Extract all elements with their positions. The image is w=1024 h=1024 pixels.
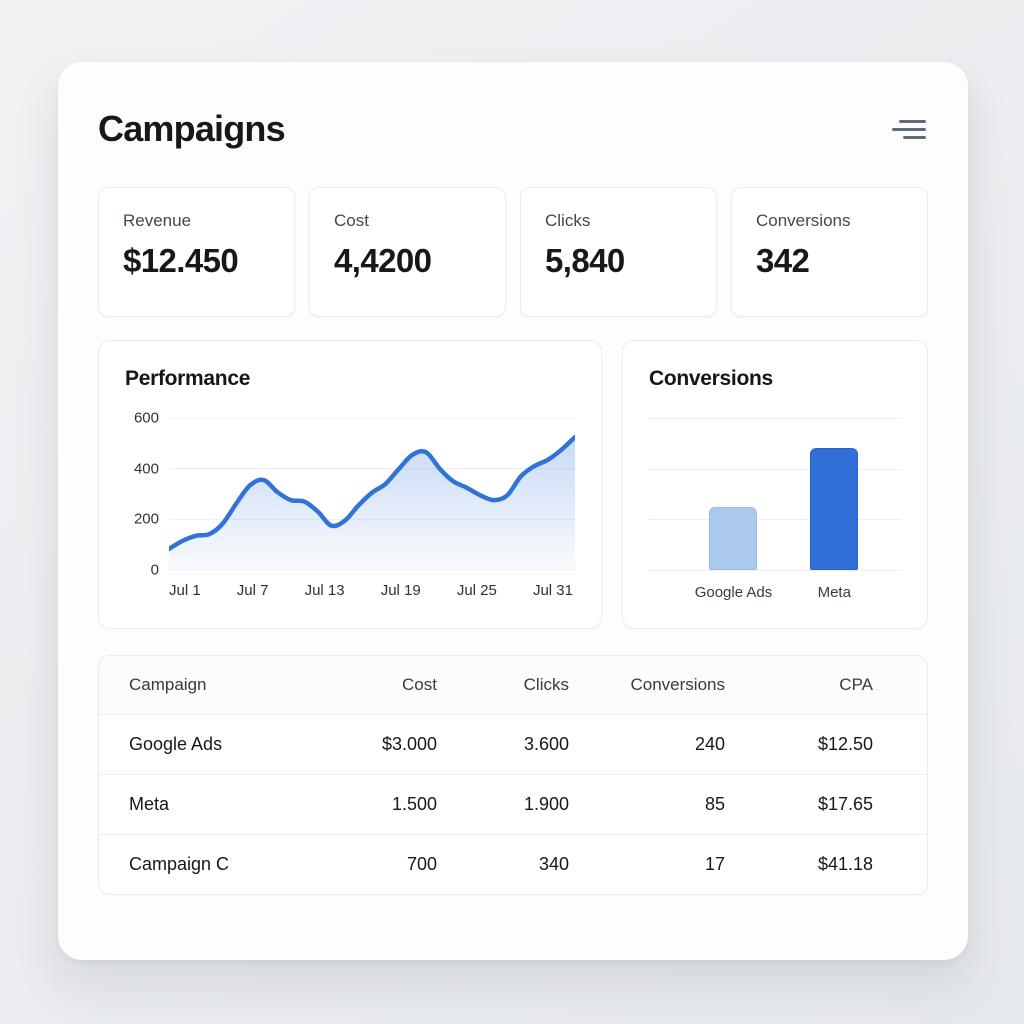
performance-y-axis: 600 400 200 0 (125, 410, 159, 579)
table-cell: 17 (704, 853, 725, 874)
x-tick-label: Jul 7 (236, 582, 269, 599)
table-row: Meta 1.500 1.900 85 $17.65 (99, 774, 927, 835)
stats-row: Revenue $12.450 Cost 4,4200 Clicks 5,840… (98, 187, 928, 317)
header: Campaigns (58, 62, 968, 150)
stat-label: Cost (334, 211, 369, 230)
conversions-x-axis: Google Ads Meta (649, 584, 901, 604)
stat-value: 342 (756, 242, 810, 279)
stat-card-cost: Cost 4,4200 (309, 187, 506, 317)
table-cell: 1.500 (349, 774, 437, 835)
table-cell: Meta (99, 774, 349, 835)
bar-google-ads (709, 506, 758, 570)
x-tick-label: Jul 1 (169, 582, 201, 599)
conversions-bar-chart (649, 418, 901, 571)
bar-label-google-ads: Google Ads (694, 584, 773, 601)
y-tick-label: 200 (133, 510, 159, 528)
column-header-campaign: Campaign (99, 656, 349, 715)
gridline (649, 519, 901, 521)
table-cell: Campaign C (129, 853, 230, 874)
x-tick-label: Jul 13 (304, 582, 345, 599)
performance-chart-title: Performance (125, 367, 251, 390)
gridline (649, 418, 901, 419)
y-tick-label: 400 (133, 460, 159, 478)
table-header-row: Campaign Cost Clicks Conversions CPA (99, 656, 927, 715)
stat-label: Clicks (545, 211, 591, 230)
stat-card-conversions: Conversions 342 (731, 187, 928, 317)
stat-card-clicks: Clicks 5,840 (520, 187, 717, 317)
stat-value: 4,4200 (334, 242, 432, 279)
table-cell: $41.18 (817, 853, 873, 874)
x-tick-label: Jul 31 (532, 582, 573, 599)
gridline (649, 468, 901, 470)
table-cell: 1.900 (437, 774, 569, 835)
table-cell: $3.000 (349, 714, 437, 775)
page-title: Campaigns (98, 108, 286, 149)
performance-area-svg (169, 418, 575, 570)
table-cell: $17.65 (725, 774, 927, 835)
bar-meta (810, 448, 859, 570)
stat-label: Conversions (756, 211, 851, 230)
x-tick-label: Jul 19 (380, 582, 421, 599)
performance-plot-area (169, 418, 575, 570)
y-tick-label: 600 (133, 409, 159, 427)
table-cell: Google Ads (99, 714, 349, 775)
table-cell: 3.600 (437, 714, 569, 775)
performance-x-axis: Jul 1 Jul 7 Jul 13 Jul 19 Jul 25 Jul 31 (169, 582, 573, 599)
stat-label: Revenue (123, 211, 192, 230)
column-header-cpa: CPA (725, 656, 927, 715)
campaigns-table: Campaign Cost Clicks Conversions CPA Goo… (99, 656, 927, 894)
bar-label-meta: Meta (817, 584, 851, 601)
column-header-clicks: Clicks (437, 656, 569, 715)
y-tick-label: 0 (150, 561, 159, 579)
table-row: Google Ads $3.000 3.600 240 $12.50 (99, 714, 927, 775)
campaigns-table-card: Campaign Cost Clicks Conversions CPA Goo… (98, 655, 928, 895)
table-row: Campaign C 700 340 17 $41.18 (99, 834, 927, 894)
conversions-chart-card: Conversions Google Ads Meta (622, 340, 928, 629)
x-tick-label: Jul 25 (456, 582, 497, 599)
charts-row: Performance 600 400 200 0 (98, 340, 928, 629)
column-header-cost: Cost (349, 656, 437, 715)
table-cell: 240 (569, 714, 725, 775)
stat-card-revenue: Revenue $12.450 (98, 187, 295, 317)
stat-value: $12.450 (123, 242, 239, 279)
table-cell: $12.50 (725, 714, 927, 775)
table-cell: 340 (538, 853, 569, 874)
dashboard-card: Campaigns Revenue $12.450 Cost 4,4200 Cl… (58, 62, 968, 960)
table-cell: 700 (406, 853, 437, 874)
column-header-conversions: Conversions (569, 656, 725, 715)
filter-menu-button[interactable] (892, 116, 926, 143)
stat-value: 5,840 (545, 242, 625, 279)
performance-line-chart: 600 400 200 0 (125, 410, 575, 579)
table-cell: 85 (569, 774, 725, 835)
filter-menu-icon (899, 119, 926, 123)
gridline (649, 570, 901, 571)
conversions-chart-title: Conversions (649, 367, 773, 390)
performance-chart-card: Performance 600 400 200 0 (98, 340, 602, 629)
